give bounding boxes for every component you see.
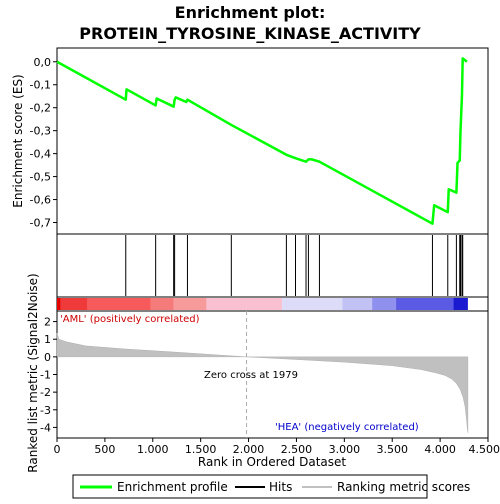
legend-hits-label: Hits xyxy=(269,480,292,494)
x-tick-label: 500 xyxy=(94,443,115,456)
es-tick-label: -0,2 xyxy=(30,102,51,115)
metric-tick-label: -1 xyxy=(40,369,51,382)
es-tick-label: -0,7 xyxy=(30,217,51,230)
metric-tick-label: -4 xyxy=(40,421,51,434)
x-tick-label: 0 xyxy=(54,443,61,456)
gradient-segment xyxy=(88,298,151,310)
es-panel-frame xyxy=(57,48,488,234)
es-tick-label: -0,3 xyxy=(30,125,51,138)
x-tick-label: 3.500 xyxy=(376,443,408,456)
metric-axis-label: Ranked list metric (Signal2Noise) xyxy=(26,273,40,472)
x-tick-label: 4.500 xyxy=(469,443,500,456)
metric-tick-label: 0 xyxy=(44,351,51,364)
es-tick-label: -0,5 xyxy=(30,171,51,184)
metric-tick-label: 1 xyxy=(44,333,51,346)
metric-tick-label: -2 xyxy=(40,386,51,399)
x-tick-label: 4.000 xyxy=(424,443,456,456)
positive-correlation-label: 'AML' (positively correlated) xyxy=(60,314,200,325)
gradient-segment xyxy=(61,298,88,310)
gradient-segment xyxy=(282,298,342,310)
legend-metric-label: Ranking metric scores xyxy=(337,480,470,494)
hits-panel-frame xyxy=(57,234,488,297)
es-y-axis: 0,0 -0,1 -0,2 -0,3 -0,4 -0,5 -0,6 -0,7 xyxy=(30,56,57,230)
gradient-segment xyxy=(454,298,468,310)
zero-cross-label: Zero cross at 1979 xyxy=(204,370,298,381)
es-axis-label: Enrichment score (ES) xyxy=(11,74,25,207)
es-tick-label: -0,1 xyxy=(30,79,51,92)
x-axis-label: Rank in Ordered Dataset xyxy=(198,455,346,469)
x-tick-label: 1.000 xyxy=(137,443,169,456)
es-tick-label: -0,4 xyxy=(30,148,51,161)
legend-enrichment-label: Enrichment profile xyxy=(117,480,228,494)
negative-correlation-label: 'HEA' (negatively correlated) xyxy=(275,422,419,433)
metric-tick-label: 2 xyxy=(44,316,51,329)
gradient-segment xyxy=(57,298,61,310)
gradient-segment xyxy=(396,298,453,310)
gradient-segment xyxy=(174,298,207,310)
chart-title-line1: Enrichment plot: xyxy=(175,3,326,22)
metric-y-axis: 2 1 0 -1 -2 -3 -4 xyxy=(40,316,57,435)
gradient-segment xyxy=(206,298,282,310)
gradient-segment xyxy=(372,298,396,310)
gradient-segment xyxy=(342,298,372,310)
gradient-segment xyxy=(151,298,174,310)
metric-tick-label: -3 xyxy=(40,404,51,417)
es-tick-label: 0,0 xyxy=(34,56,52,69)
gradient-bar xyxy=(57,298,468,310)
chart-title-line2: PROTEIN_TYROSINE_KINASE_ACTIVITY xyxy=(79,24,421,43)
es-tick-label: -0,6 xyxy=(30,194,51,207)
